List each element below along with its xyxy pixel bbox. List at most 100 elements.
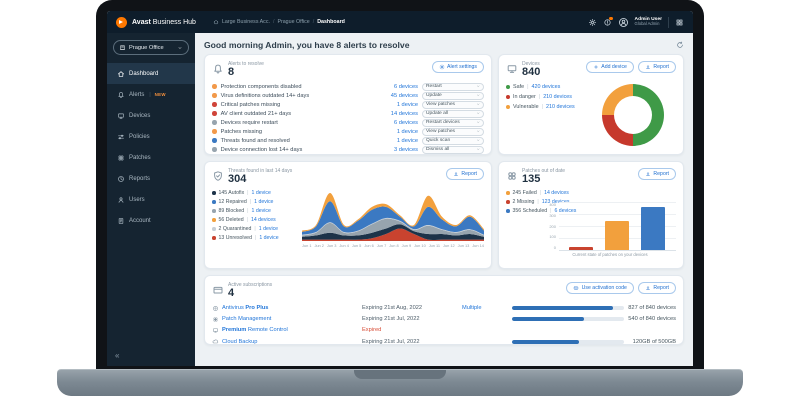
y-tick-label: 200 <box>549 223 556 229</box>
subscription-usage-bar <box>512 317 624 322</box>
avatar-icon <box>618 17 628 27</box>
sidebar-collapse-button[interactable]: « <box>115 351 120 360</box>
alert-devices-link[interactable]: 1 device <box>396 101 418 108</box>
breadcrumb-account[interactable]: Large Business Acc. <box>221 19 270 25</box>
subscriptions-report-button[interactable]: Report <box>637 282 676 294</box>
legend-devices-link[interactable]: 14 devices <box>544 190 569 196</box>
add-device-button[interactable]: Add device <box>585 61 634 73</box>
patches-card-title: Patches out of date <box>522 168 566 174</box>
alert-action-select[interactable]: View patches <box>422 127 484 136</box>
patches-legend-row: 2 Missing | 123 devices <box>506 199 676 205</box>
subscription-name-link[interactable]: Cloud Backup <box>222 339 362 345</box>
threats-report-button[interactable]: Report <box>445 168 484 180</box>
alert-action-select[interactable]: Dismiss all <box>422 145 484 154</box>
screen-content: Avast Business Hub Large Business Acc. /… <box>107 11 693 366</box>
usage-bar-fill <box>512 317 584 322</box>
sidebar-item-account[interactable]: Account <box>107 210 195 231</box>
breadcrumb-site[interactable]: Prague Office <box>277 19 310 25</box>
subscription-name-link[interactable]: Patch Management <box>222 316 362 322</box>
y-tick-label: 0 <box>553 245 556 250</box>
alert-devices-link[interactable]: 1 device <box>396 137 418 144</box>
legend-devices-link[interactable]: 1 device <box>258 226 279 232</box>
app-switcher-icon[interactable] <box>675 18 684 27</box>
legend-devices-link[interactable]: 123 devices <box>541 199 570 205</box>
alert-devices-link[interactable]: 14 devices <box>390 110 418 117</box>
legend-separator: | <box>538 94 541 100</box>
alert-action-select[interactable]: Quick scan <box>422 136 484 145</box>
alert-devices-link[interactable]: 6 devices <box>393 119 418 126</box>
sidebar-item-label: Account <box>129 217 151 224</box>
threats-legend-row: 2 Quarantined | 1 device <box>212 226 294 232</box>
area-series-blocked <box>302 218 484 237</box>
x-tick-label: Jun 5 <box>351 243 362 248</box>
patches-report-button[interactable]: Report <box>637 168 676 180</box>
legend-devices-link[interactable]: 210 devices <box>545 104 575 110</box>
alert-devices-link[interactable]: 1 device <box>396 128 418 135</box>
whatsnew-icon <box>603 18 611 26</box>
alert-action-label: Dismiss all <box>426 147 450 152</box>
alert-devices-link[interactable]: 3 devices <box>393 146 418 153</box>
alert-severity-icon <box>212 93 217 98</box>
threats-legend-row: 56 Deleted | 14 devices <box>212 217 294 223</box>
legend-devices-link[interactable]: 1 device <box>259 235 279 241</box>
legend-separator: | <box>247 190 249 196</box>
page-greeting: Good morning Admin, you have 8 alerts to… <box>204 40 410 50</box>
legend-devices-link[interactable]: 420 devices <box>531 84 561 90</box>
x-tick-label: Jun 3 <box>326 243 337 248</box>
org-selector[interactable]: Prague Office <box>113 40 189 55</box>
chevron-icon <box>476 130 479 133</box>
laptop-screen-frame: Avast Business Hub Large Business Acc. /… <box>96 0 704 371</box>
alert-action-select[interactable]: Update <box>422 91 484 100</box>
alert-action-select[interactable]: Restart devices <box>422 118 484 127</box>
alert-text: Threats found and resolved <box>220 137 290 144</box>
legend-dot <box>506 85 510 89</box>
use-activation-code-button[interactable]: Use activation code <box>566 282 634 294</box>
alert-text: Devices require restart <box>220 119 278 126</box>
laptop-base-notch <box>354 370 446 379</box>
legend-devices-link[interactable]: 1 device <box>254 199 274 205</box>
gear-icon <box>588 18 596 26</box>
legend-devices-link[interactable]: 1 device <box>251 208 271 214</box>
sidebar-item-users[interactable]: Users <box>107 189 195 210</box>
breadcrumb: Large Business Acc. / Prague Office / Da… <box>213 19 345 25</box>
settings-gear-icon[interactable] <box>588 18 597 27</box>
shield-icon <box>214 171 222 181</box>
legend-devices-link[interactable]: 1 device <box>251 190 271 196</box>
reports-icon <box>118 175 124 182</box>
legend-separator: | <box>541 104 543 110</box>
sidebar-item-reports[interactable]: Reports <box>107 168 195 189</box>
subscription-name-part: Antivirus <box>222 305 246 312</box>
subscription-name-link[interactable]: Antivirus Pro Plus <box>222 305 362 311</box>
sidebar-item-patches[interactable]: Patches <box>107 147 195 168</box>
new-badge: NEW <box>154 92 166 97</box>
legend-label: 56 Deleted <box>218 217 244 223</box>
x-tick-label: Jun 6 <box>364 243 374 248</box>
alert-action-select[interactable]: Restart <box>422 82 484 91</box>
alerts-card-title: Alerts to resolve <box>228 61 264 67</box>
devices-icon <box>507 65 517 73</box>
user-menu[interactable]: Admin User Global Admin <box>635 17 662 27</box>
alert-action-select[interactable]: Update all <box>422 109 484 118</box>
avatar[interactable] <box>618 17 629 28</box>
subscriptions-report-label: Report <box>653 285 669 291</box>
alert-settings-button[interactable]: Alert settings <box>431 61 484 73</box>
whats-new-icon[interactable] <box>603 16 613 27</box>
legend-devices-link[interactable]: 6 devices <box>554 208 577 214</box>
legend-devices-link[interactable]: 210 devices <box>543 94 572 100</box>
legend-devices-link[interactable]: 14 devices <box>250 217 276 223</box>
sidebar-item-devices[interactable]: Devices <box>107 105 195 126</box>
threats-x-axis: Jun 1 Jun 2 Jun 3 Jun 4 Jun 5 Jun 6 Jun 7 Jun 8… <box>302 242 484 248</box>
refresh-icon[interactable] <box>676 41 684 49</box>
alert-devices-link[interactable]: 6 devices <box>393 83 418 90</box>
alert-devices-link[interactable]: 45 devices <box>390 92 418 99</box>
subscription-multiple-link[interactable]: Multiple <box>462 305 482 312</box>
subscription-usage-bar <box>512 306 624 311</box>
alert-action-select[interactable]: View patches <box>422 100 484 109</box>
subscription-name-link[interactable]: Premium Remote Control <box>222 327 362 333</box>
sidebar-item-policies[interactable]: Policies <box>107 126 195 147</box>
area-series-autofix <box>302 224 484 240</box>
sidebar-item-alerts[interactable]: Alerts | NEW <box>107 84 195 105</box>
sidebar-item-dashboard[interactable]: Dashboard <box>107 63 195 84</box>
devices-report-button[interactable]: Report <box>637 61 676 73</box>
usage-bar-fill <box>512 306 613 311</box>
